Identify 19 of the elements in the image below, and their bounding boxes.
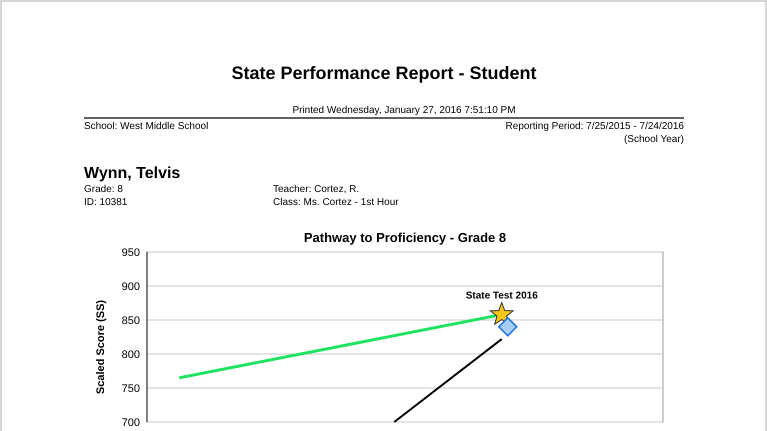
text: (School Year) bbox=[624, 134, 684, 145]
text: Wynn, Telvis bbox=[84, 165, 180, 182]
y-tick-label: 750 bbox=[122, 383, 140, 395]
y-tick-label: 950 bbox=[122, 247, 140, 259]
chart-subtitle: Printed Wednesday, January 27, 2016 7:51:10 PM bbox=[292, 105, 516, 116]
text: School: West Middle School bbox=[84, 121, 208, 132]
y-axis-title: Scaled Score (SS) bbox=[95, 300, 107, 394]
annotation: State Test 2016 bbox=[466, 290, 538, 302]
y-tick-label: 700 bbox=[122, 417, 140, 429]
text: Reporting Period: 7/25/2015 - 7/24/2016 bbox=[506, 121, 684, 132]
y-tick-label: 800 bbox=[122, 349, 140, 361]
text: ID: 10381 bbox=[84, 197, 128, 208]
text: Class: Ms. Cortez - 1st Hour bbox=[273, 197, 400, 208]
y-tick-label: 850 bbox=[122, 315, 140, 327]
text: Pathway to Proficiency - Grade 8 bbox=[304, 230, 506, 245]
text: Teacher: Cortez, R. bbox=[273, 184, 360, 195]
y-tick-label: 900 bbox=[122, 281, 140, 293]
text: Grade: 8 bbox=[84, 184, 124, 195]
chart-title: State Performance Report - Student bbox=[231, 63, 537, 83]
